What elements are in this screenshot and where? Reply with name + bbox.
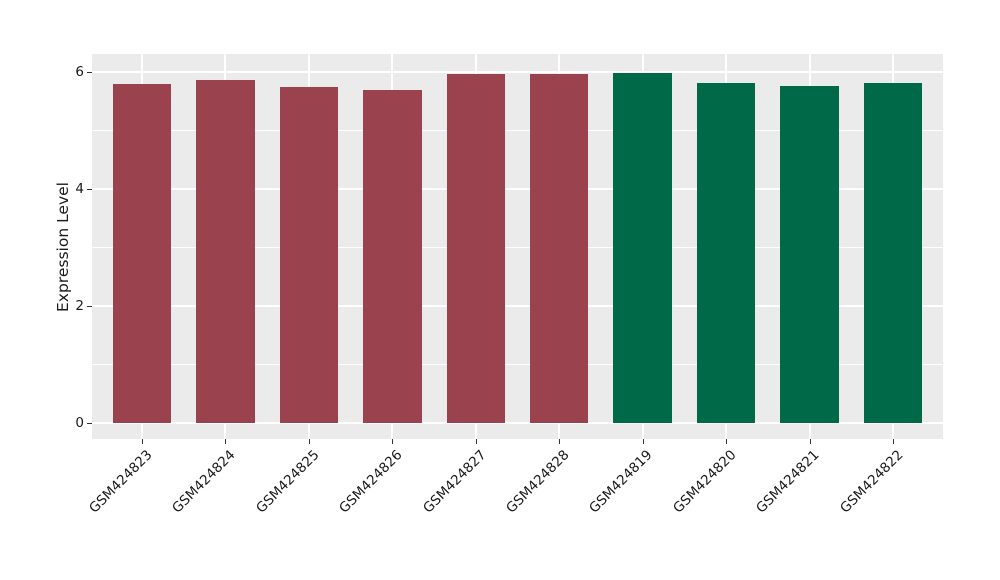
bar	[112, 83, 172, 423]
bar	[780, 85, 839, 423]
x-axis-tick	[308, 439, 310, 444]
y-axis-tick	[87, 189, 92, 191]
y-axis-tick	[87, 72, 92, 74]
x-axis-tick	[475, 439, 477, 444]
gridline-horizontal-minor	[92, 130, 943, 132]
x-tick-label: GSM424826	[336, 447, 406, 517]
x-tick-label: GSM424827	[419, 447, 490, 517]
bar	[363, 90, 422, 423]
bar	[446, 74, 505, 423]
bar	[613, 73, 672, 423]
y-tick-label: 0	[75, 415, 84, 431]
gridline-horizontal-major	[92, 422, 943, 424]
x-axis-tick	[225, 439, 227, 444]
y-axis-title: Expression Level	[54, 182, 72, 312]
x-tick-label: GSM424825	[252, 447, 323, 517]
bar	[530, 74, 589, 423]
x-tick-label: GSM424819	[586, 447, 656, 517]
x-tick-label: GSM424820	[669, 447, 740, 517]
y-axis-tick	[87, 306, 92, 308]
gridline-horizontal-minor	[92, 247, 943, 249]
gridline-horizontal-major	[92, 188, 943, 191]
bar	[279, 87, 339, 423]
gridline-horizontal-minor	[92, 364, 943, 366]
x-tick-label: GSM424821	[753, 447, 823, 517]
bar	[863, 82, 923, 423]
x-axis-tick	[559, 439, 561, 444]
x-axis-tick	[809, 439, 811, 444]
gridline-horizontal-major	[92, 305, 943, 308]
x-axis-tick	[142, 439, 144, 444]
x-tick-label: GSM424828	[503, 447, 573, 517]
y-tick-label: 2	[75, 298, 84, 315]
x-axis-tick	[892, 439, 894, 444]
plot-panel	[92, 54, 943, 439]
y-tick-label: 4	[75, 181, 84, 198]
y-tick-label: 6	[75, 64, 84, 81]
x-axis-tick	[392, 439, 394, 444]
x-axis-tick	[726, 439, 728, 444]
gridline-horizontal-major	[92, 71, 943, 74]
x-tick-label: GSM424822	[836, 447, 907, 517]
x-axis-tick	[642, 439, 644, 444]
bar	[196, 80, 255, 423]
y-axis-tick	[87, 423, 92, 424]
x-tick-label: GSM424823	[85, 447, 156, 517]
bar	[696, 82, 756, 423]
x-tick-label: GSM424824	[169, 447, 239, 517]
